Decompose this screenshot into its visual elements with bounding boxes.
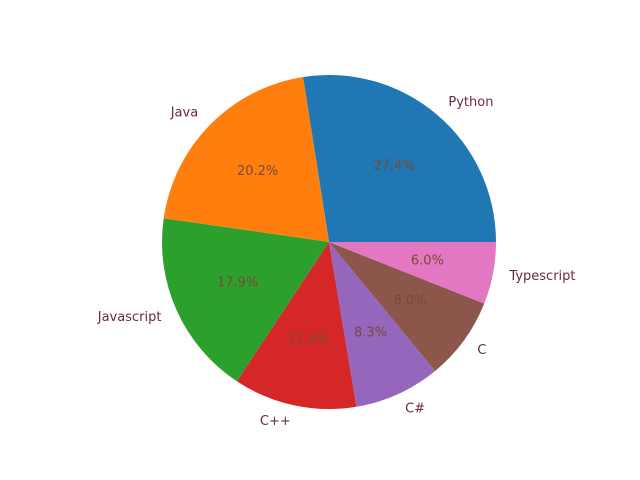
slice-typescript [329, 242, 496, 304]
label-java: Java [170, 106, 198, 121]
percent-csharp: 8.3% [354, 326, 387, 341]
slice-java [163, 77, 329, 242]
label-python: Python [448, 95, 493, 110]
percent-cplusplus: 11.9% [288, 333, 329, 348]
percent-python: 27.4% [373, 158, 414, 173]
pie-slices [161, 75, 496, 409]
slice-python [303, 75, 496, 242]
percent-labels: 27.4% 20.2% 17.9% 11.9% 8.3% 8.0% 6.0% [217, 158, 444, 347]
percent-javascript: 17.9% [217, 276, 258, 291]
label-typescript: Typescript [508, 269, 575, 284]
slice-csharp [329, 242, 436, 407]
label-cplusplus: C++ [260, 414, 291, 429]
percent-c: 8.0% [393, 294, 426, 309]
label-csharp: C# [405, 402, 425, 417]
slice-cplusplus [236, 242, 357, 409]
slice-javascript [161, 218, 329, 382]
category-labels: Python Java Javascript C++ C# C Typescript [97, 95, 576, 429]
percent-java: 20.2% [237, 164, 278, 179]
slice-c [329, 242, 485, 371]
percent-typescript: 6.0% [411, 253, 444, 268]
label-javascript: Javascript [97, 310, 162, 325]
label-c: C [477, 343, 486, 358]
